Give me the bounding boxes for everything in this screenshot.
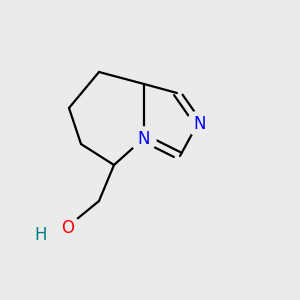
Circle shape <box>131 127 156 152</box>
Circle shape <box>187 111 212 136</box>
Text: H: H <box>34 226 47 244</box>
Text: N: N <box>137 130 150 148</box>
Text: N: N <box>193 115 206 133</box>
Circle shape <box>30 225 51 246</box>
Circle shape <box>55 215 80 241</box>
Text: O: O <box>61 219 74 237</box>
